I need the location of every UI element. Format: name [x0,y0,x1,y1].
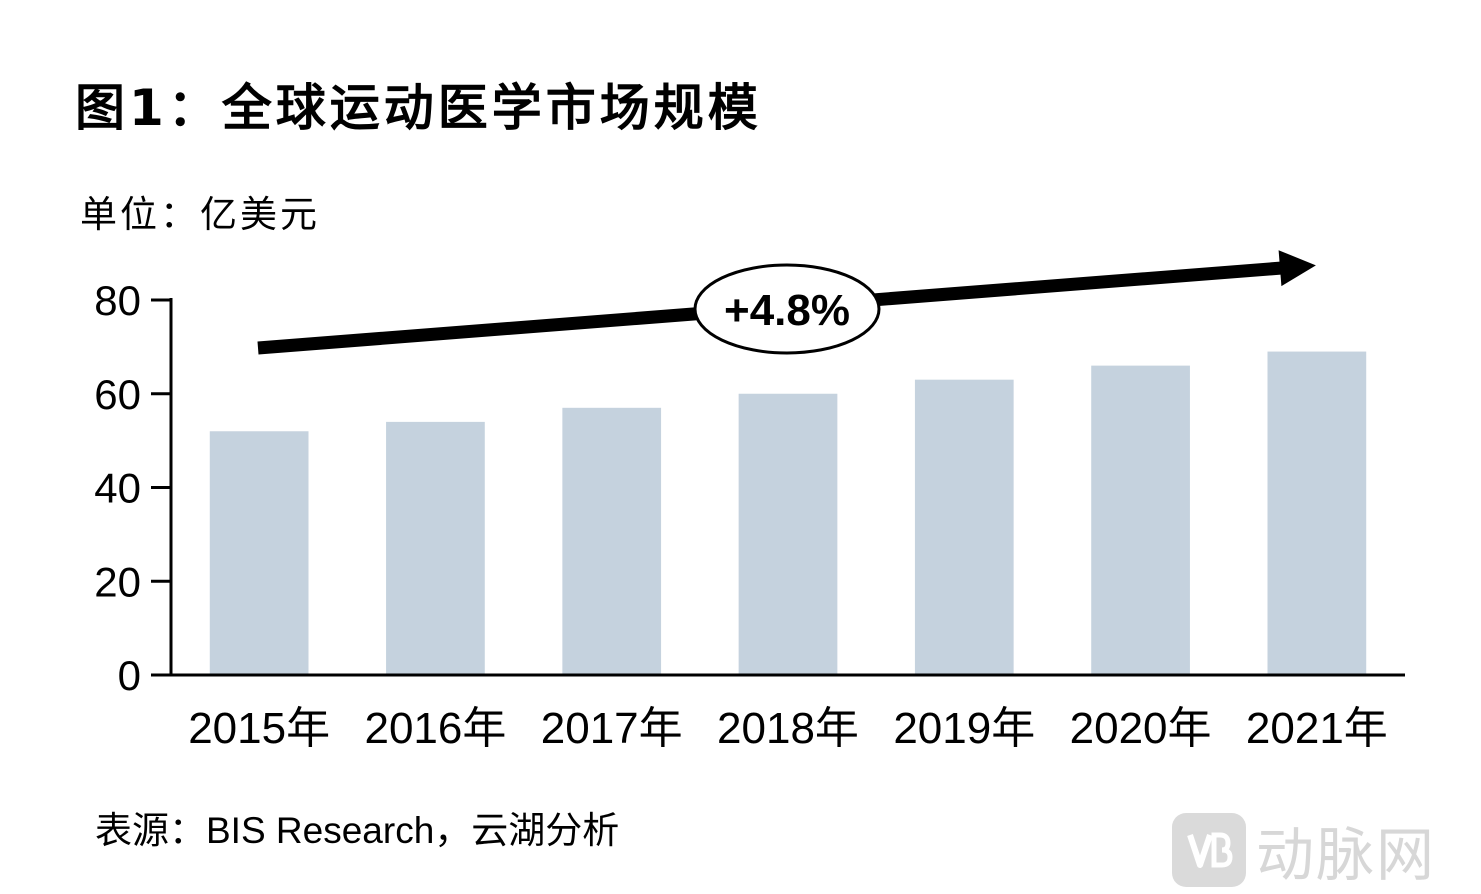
source-name: BIS Research [206,810,435,851]
source-prefix: 表源： [95,809,206,852]
y-tick-label-80: 80 [94,277,141,324]
x-tick-label-2019年: 2019年 [893,704,1035,753]
bar-2020年 [1091,365,1190,675]
x-tick-label-2020年: 2020年 [1070,704,1212,753]
cagr-arrow-head [1278,250,1316,287]
x-tick-label-2017年: 2017年 [541,704,683,753]
cagr-annotation: +4.8% [257,250,1316,355]
axes-layer [151,298,1405,677]
cagr-bubble [693,263,881,355]
y-tick-label-40: 40 [94,465,141,512]
cagr-label: +4.8% [724,286,850,335]
x-tick-label-2018年: 2018年 [717,704,859,753]
bars-layer [209,351,1367,675]
x-tick-label-2015年: 2015年 [188,704,330,753]
bar-2016年 [386,421,485,675]
bar-2017年 [562,407,662,675]
x-tick-label-2016年: 2016年 [364,704,506,753]
x-tick-label-2021年: 2021年 [1246,704,1388,753]
source-suffix: ，云湖分析 [434,809,620,852]
labels-layer: 0 20 40 60 80 2015年 2016年 2017年 2018年 2019年 2020年 2… [94,277,1388,753]
y-tick-label-0: 0 [118,652,141,699]
bar-2018年 [738,393,838,675]
watermark: 动脉网 [1172,808,1436,892]
watermark-logo-icon [1172,813,1246,887]
bar-2015年 [209,431,309,675]
bar-2019年 [914,379,1014,675]
watermark-text: 动脉网 [1256,821,1437,889]
y-tick-label-20: 20 [94,558,141,605]
chart-title: 图1：全球运动医学市场规模 [75,79,762,137]
source-note: 表源：BIS Research，云湖分析 [95,800,619,854]
unit-label: 单位：亿美元 [80,193,320,236]
y-tick-label-60: 60 [94,371,141,418]
bar-2021年 [1267,351,1367,675]
